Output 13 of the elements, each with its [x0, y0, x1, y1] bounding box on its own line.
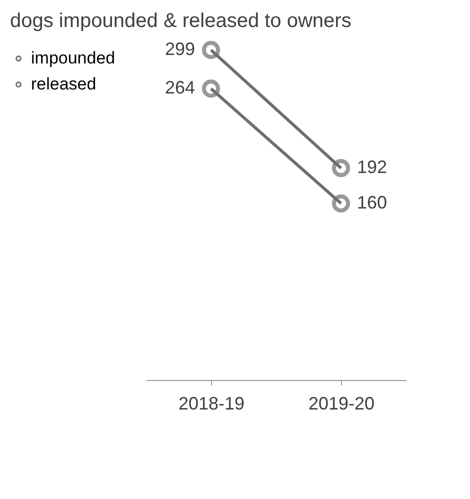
point	[202, 40, 220, 60]
data-label: 160	[357, 192, 388, 212]
point	[202, 80, 220, 98]
x-tick-label: 2018-19	[178, 394, 245, 414]
point	[332, 159, 350, 178]
chart-title: dogs impounded & released to owners	[10, 10, 352, 32]
legend-label: impounded	[31, 48, 116, 68]
point	[332, 194, 350, 212]
x-tick-label: 2019-20	[308, 394, 375, 414]
legend-label: released	[31, 74, 96, 94]
data-label: 192	[357, 157, 388, 178]
data-label: 264	[164, 78, 195, 98]
data-label: 299	[164, 39, 195, 59]
